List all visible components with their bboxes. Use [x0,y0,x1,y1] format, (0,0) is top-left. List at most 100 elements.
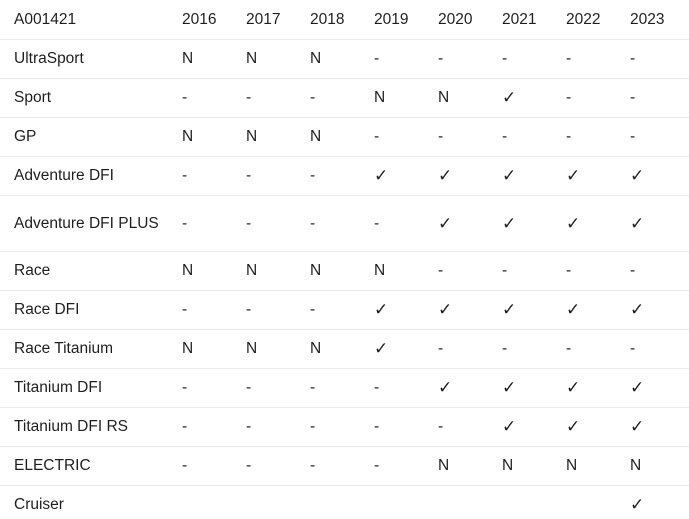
compat-cell: ✓ [367,156,431,196]
model-name: Adventure DFI PLUS [0,195,175,252]
compat-cell: ✓ [431,156,495,196]
compat-cell: N [239,251,303,291]
compat-cell: - [303,446,367,486]
compat-cell: ✓ [431,368,495,408]
compat-cell: N [175,39,239,79]
compat-cell: ✓ [623,156,689,196]
model-name: Titanium DFI RS [0,407,175,447]
compat-cell: N [303,39,367,79]
year-header: 2023 [623,0,689,40]
compat-cell: - [175,78,239,118]
compat-cell: ✓ [559,368,623,408]
table-row: Adventure DFI - - - ✓ ✓ ✓ ✓ ✓ [0,156,689,196]
table-body: UltraSport N N N - - - - - Sport - - - N N ✓ - - GP N N N - - - -… [0,39,689,519]
compat-cell: ✓ [623,290,689,330]
compat-cell: ✓ [495,407,559,447]
table-row: UltraSport N N N - - - - - [0,39,689,79]
compat-cell: - [239,195,303,252]
model-name: UltraSport [0,39,175,79]
compat-cell [303,485,367,519]
compat-cell: - [431,39,495,79]
compat-cell: - [303,156,367,196]
compat-cell: - [495,329,559,369]
compat-cell: ✓ [495,78,559,118]
compat-cell: N [239,39,303,79]
table-row: Race DFI - - - ✓ ✓ ✓ ✓ ✓ [0,290,689,330]
compat-cell: N [239,329,303,369]
table-row: Race N N N N - - - - [0,251,689,291]
compat-cell: - [175,195,239,252]
compat-cell: - [239,156,303,196]
compat-cell: N [303,329,367,369]
compat-cell: - [303,368,367,408]
table-row: ELECTRIC - - - - N N N N [0,446,689,486]
compat-cell: ✓ [495,290,559,330]
compat-cell: ✓ [623,407,689,447]
model-name: Race Titanium [0,329,175,369]
compat-cell: - [623,117,689,157]
compat-cell: N [175,117,239,157]
compat-cell: - [303,290,367,330]
model-name: Race DFI [0,290,175,330]
compat-cell: ✓ [431,195,495,252]
year-header: 2022 [559,0,623,40]
compat-cell: ✓ [623,485,689,519]
compat-cell: - [303,195,367,252]
compat-cell: N [367,78,431,118]
compat-cell: - [623,329,689,369]
compat-cell: - [175,446,239,486]
compat-cell: ✓ [367,290,431,330]
compat-cell [239,485,303,519]
compat-cell: - [431,407,495,447]
table-row: Race Titanium N N N ✓ - - - - [0,329,689,369]
model-name: ELECTRIC [0,446,175,486]
table-row: Adventure DFI PLUS - - - - ✓ ✓ ✓ ✓ [0,195,689,252]
compat-cell: - [303,78,367,118]
part-number-header: A001421 [0,0,175,40]
compat-cell: ✓ [495,156,559,196]
compat-cell: N [239,117,303,157]
compat-cell: N [431,446,495,486]
compat-cell: ✓ [623,368,689,408]
compat-cell: - [623,78,689,118]
compat-cell: - [239,446,303,486]
model-name: GP [0,117,175,157]
compat-cell: N [175,329,239,369]
compat-cell: N [495,446,559,486]
compat-cell: - [623,39,689,79]
compat-cell: - [367,368,431,408]
compat-cell: - [495,117,559,157]
compat-cell: - [367,446,431,486]
compat-cell: ✓ [431,290,495,330]
compat-cell: ✓ [495,195,559,252]
year-header: 2016 [175,0,239,40]
compat-cell: - [431,329,495,369]
compat-cell: - [303,407,367,447]
compat-cell: - [559,251,623,291]
compat-cell: - [431,117,495,157]
table-row: Cruiser ✓ [0,485,689,519]
compat-cell: - [623,251,689,291]
year-header: 2021 [495,0,559,40]
header-row: A001421 2016 2017 2018 2019 2020 2021 20… [0,0,689,40]
compat-cell: ✓ [495,368,559,408]
compat-cell: - [367,407,431,447]
compat-cell: - [239,368,303,408]
compat-cell: - [367,195,431,252]
compat-cell: - [175,290,239,330]
table-row: Titanium DFI - - - - ✓ ✓ ✓ ✓ [0,368,689,408]
compat-cell: N [367,251,431,291]
compat-cell: ✓ [559,156,623,196]
compat-cell: - [175,368,239,408]
model-name: Titanium DFI [0,368,175,408]
compat-cell [495,485,559,519]
compat-cell: - [367,39,431,79]
compat-cell: ✓ [559,407,623,447]
compat-cell: N [623,446,689,486]
compat-cell: ✓ [559,195,623,252]
compat-cell: N [303,117,367,157]
year-header: 2017 [239,0,303,40]
compat-cell: - [559,39,623,79]
compat-cell: - [431,251,495,291]
